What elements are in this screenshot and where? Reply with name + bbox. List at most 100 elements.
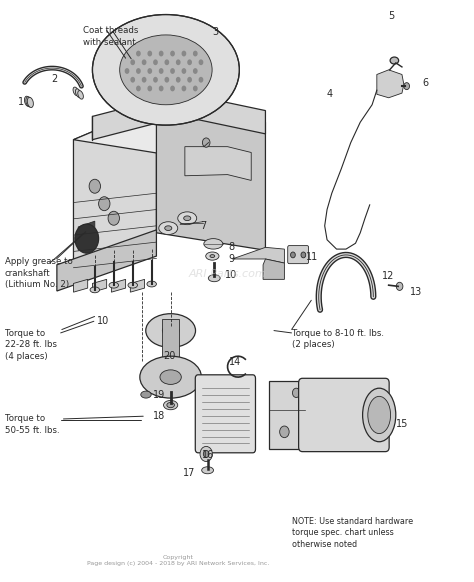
- Circle shape: [159, 51, 164, 56]
- Circle shape: [136, 51, 141, 56]
- Ellipse shape: [128, 282, 137, 288]
- Polygon shape: [111, 279, 126, 292]
- Ellipse shape: [78, 91, 83, 99]
- Circle shape: [147, 68, 152, 74]
- Text: 1: 1: [18, 97, 24, 107]
- Ellipse shape: [119, 35, 212, 105]
- Circle shape: [199, 77, 203, 83]
- Circle shape: [130, 77, 135, 83]
- Polygon shape: [73, 105, 156, 268]
- Bar: [162, 319, 179, 363]
- Ellipse shape: [162, 325, 179, 336]
- Circle shape: [147, 86, 152, 91]
- Circle shape: [89, 179, 100, 193]
- Circle shape: [130, 59, 135, 65]
- Circle shape: [142, 77, 146, 83]
- Ellipse shape: [27, 97, 33, 108]
- Ellipse shape: [363, 388, 396, 442]
- Ellipse shape: [209, 275, 220, 282]
- Text: ARI Parts.com: ARI Parts.com: [189, 268, 266, 279]
- Ellipse shape: [147, 281, 156, 287]
- Ellipse shape: [368, 396, 391, 434]
- Polygon shape: [78, 221, 95, 250]
- Text: Torque to
50-55 ft. lbs.: Torque to 50-55 ft. lbs.: [5, 414, 59, 435]
- Text: 2: 2: [51, 73, 58, 84]
- Circle shape: [159, 86, 164, 91]
- Ellipse shape: [141, 391, 151, 398]
- Text: 20: 20: [164, 351, 176, 361]
- Circle shape: [136, 68, 141, 74]
- Circle shape: [164, 77, 169, 83]
- Text: 11: 11: [306, 252, 318, 262]
- Ellipse shape: [204, 239, 223, 249]
- Circle shape: [176, 77, 181, 83]
- Text: 17: 17: [182, 467, 195, 478]
- Circle shape: [199, 59, 203, 65]
- Text: Copyright
Page design (c) 2004 - 2018 by ARI Network Services, Inc.: Copyright Page design (c) 2004 - 2018 by…: [87, 555, 269, 566]
- Circle shape: [280, 426, 289, 438]
- Ellipse shape: [109, 282, 118, 288]
- Ellipse shape: [159, 222, 178, 235]
- Circle shape: [164, 59, 169, 65]
- FancyBboxPatch shape: [195, 375, 255, 453]
- Circle shape: [291, 252, 295, 258]
- Text: 6: 6: [423, 77, 428, 88]
- Circle shape: [75, 224, 99, 253]
- Circle shape: [292, 388, 300, 398]
- Ellipse shape: [164, 400, 178, 410]
- Ellipse shape: [26, 97, 32, 107]
- Circle shape: [182, 68, 186, 74]
- Polygon shape: [130, 279, 145, 292]
- Text: 15: 15: [396, 418, 408, 429]
- Circle shape: [193, 51, 198, 56]
- Circle shape: [108, 211, 119, 225]
- Ellipse shape: [167, 403, 174, 408]
- Polygon shape: [92, 279, 107, 292]
- Circle shape: [176, 59, 181, 65]
- FancyBboxPatch shape: [288, 246, 309, 264]
- Circle shape: [147, 51, 152, 56]
- Polygon shape: [73, 105, 265, 157]
- Text: 14: 14: [228, 357, 241, 367]
- FancyBboxPatch shape: [269, 381, 305, 449]
- Ellipse shape: [390, 57, 399, 64]
- Polygon shape: [57, 230, 156, 291]
- FancyBboxPatch shape: [299, 378, 389, 452]
- Ellipse shape: [183, 216, 191, 221]
- Ellipse shape: [164, 226, 172, 230]
- Ellipse shape: [90, 287, 100, 293]
- Text: Coat threads
with sealant: Coat threads with sealant: [83, 26, 138, 47]
- Circle shape: [99, 197, 110, 211]
- Ellipse shape: [178, 212, 197, 225]
- Circle shape: [170, 68, 175, 74]
- Polygon shape: [92, 93, 265, 140]
- Ellipse shape: [25, 96, 30, 107]
- Circle shape: [203, 450, 209, 457]
- Circle shape: [182, 51, 186, 56]
- Circle shape: [153, 59, 158, 65]
- Ellipse shape: [160, 370, 181, 385]
- Circle shape: [200, 446, 212, 462]
- Circle shape: [170, 51, 175, 56]
- Text: Torque to 8-10 ft. lbs.
(2 places): Torque to 8-10 ft. lbs. (2 places): [292, 329, 383, 349]
- Polygon shape: [73, 279, 88, 292]
- Ellipse shape: [206, 252, 219, 260]
- Ellipse shape: [140, 356, 201, 398]
- Circle shape: [193, 68, 198, 74]
- Text: 8: 8: [228, 242, 234, 253]
- Circle shape: [159, 68, 164, 74]
- Ellipse shape: [92, 15, 239, 125]
- Circle shape: [396, 282, 403, 290]
- Polygon shape: [156, 105, 265, 250]
- Text: 19: 19: [153, 389, 165, 400]
- Text: NOTE: Use standard hardware
torque spec. chart unless
otherwise noted: NOTE: Use standard hardware torque spec.…: [292, 517, 413, 549]
- Circle shape: [136, 86, 141, 91]
- Circle shape: [170, 86, 175, 91]
- Polygon shape: [185, 147, 251, 180]
- Circle shape: [202, 138, 210, 147]
- Ellipse shape: [146, 314, 195, 347]
- Circle shape: [404, 83, 410, 90]
- Ellipse shape: [73, 87, 79, 95]
- Circle shape: [187, 59, 192, 65]
- Polygon shape: [232, 247, 284, 263]
